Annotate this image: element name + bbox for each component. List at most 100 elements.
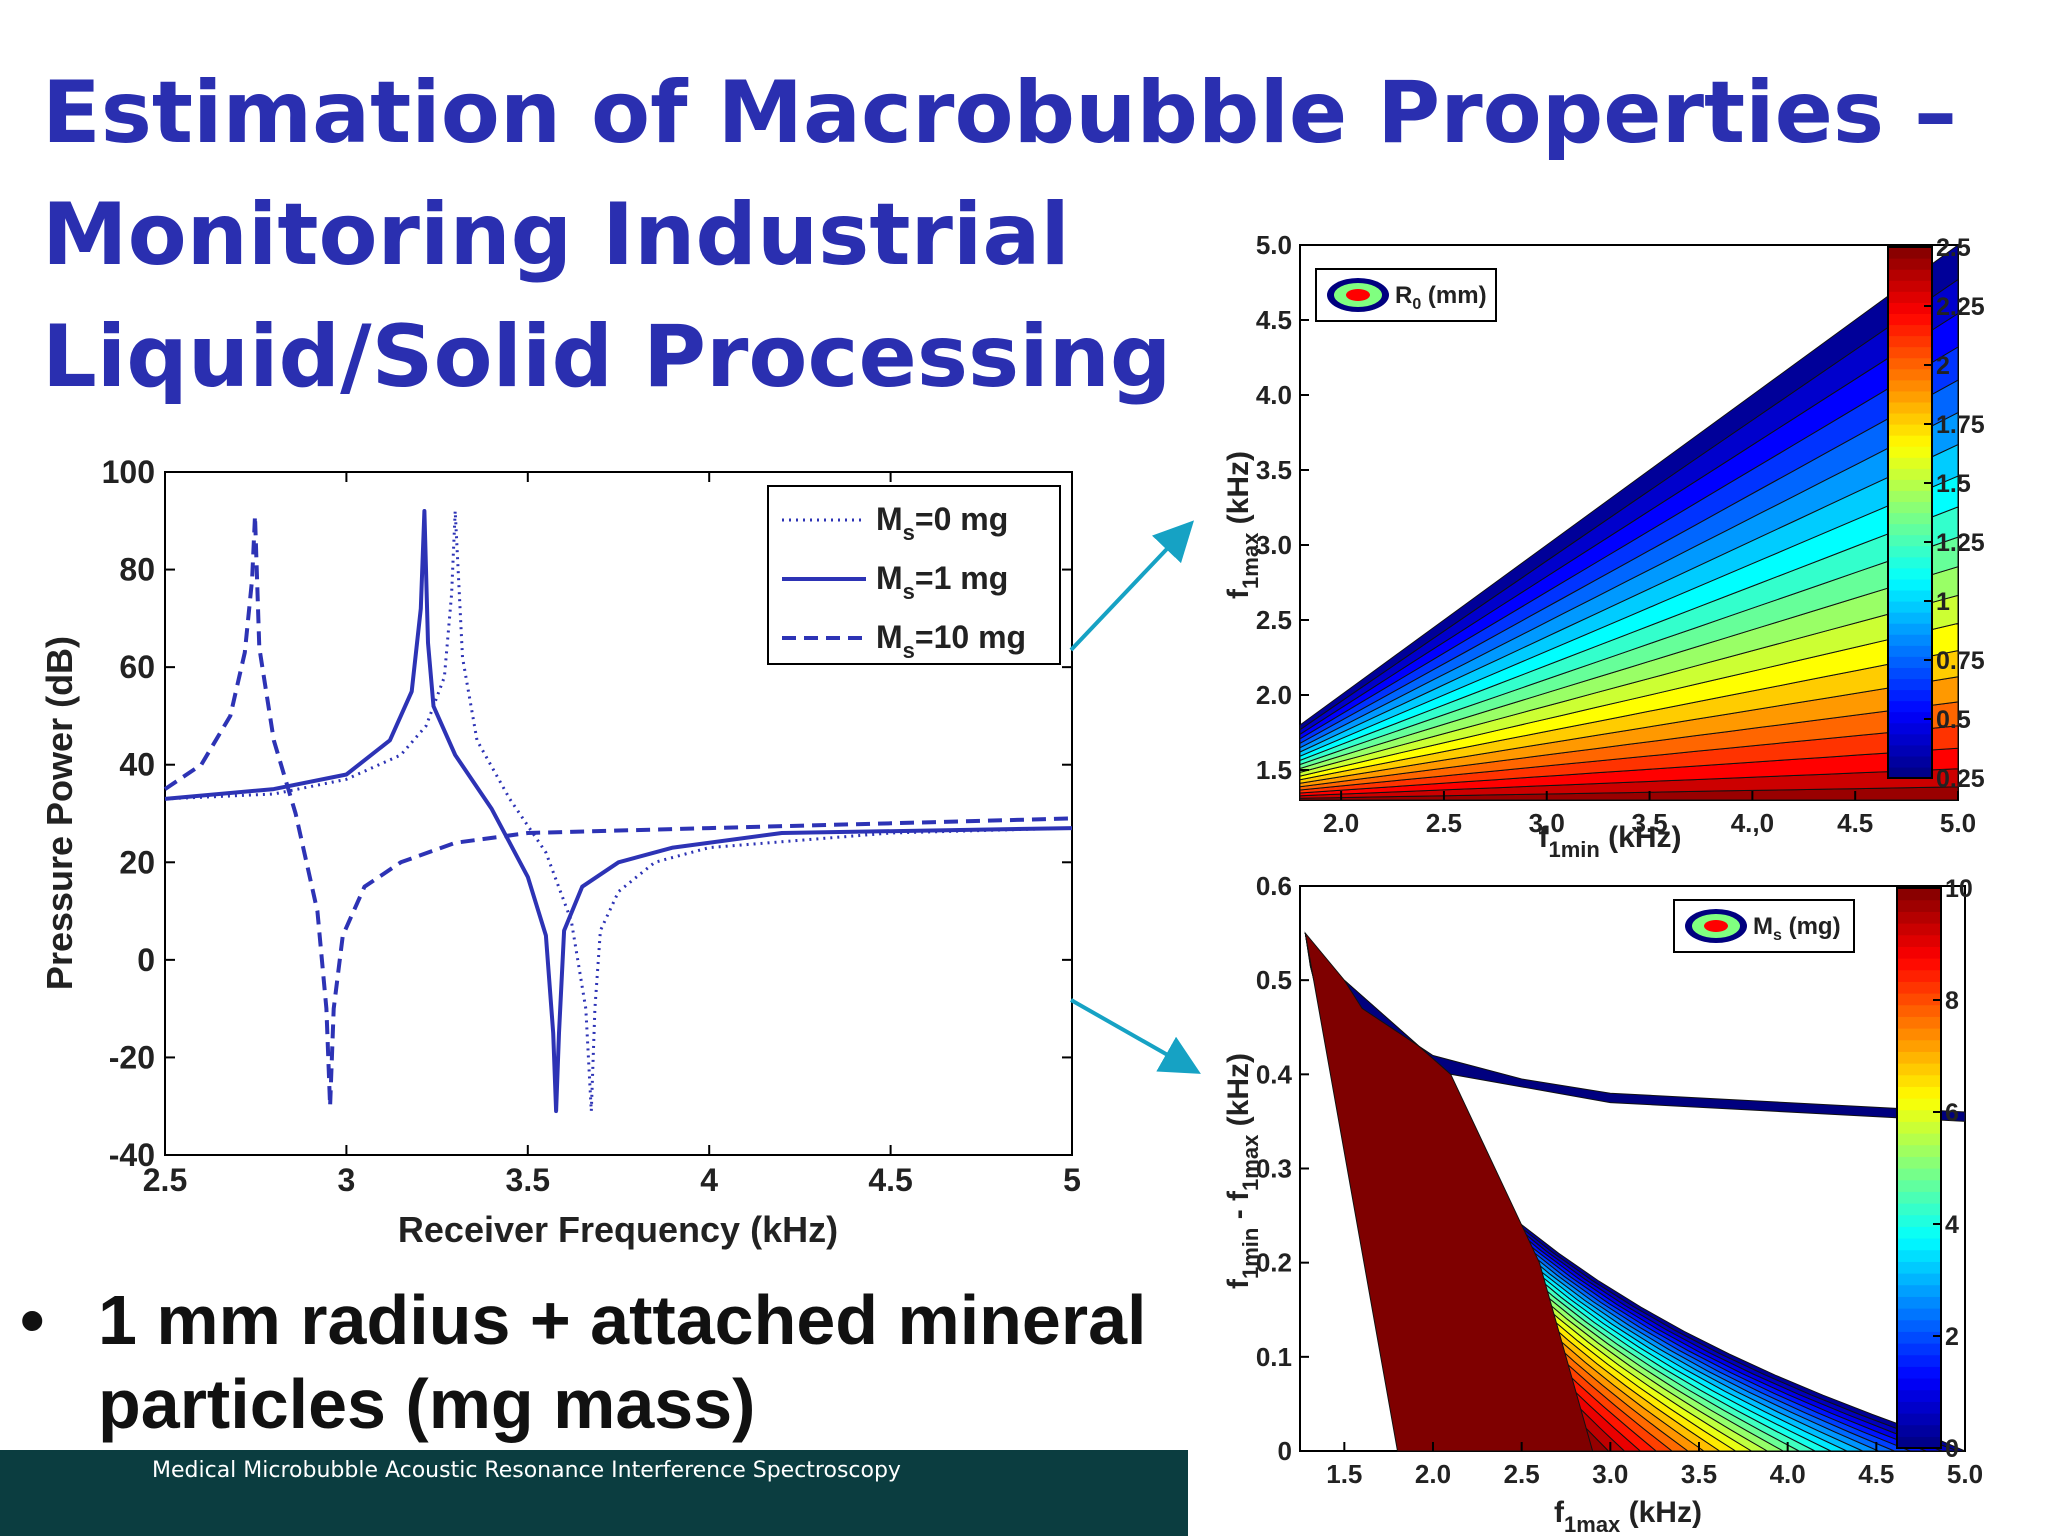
colorbar-tick-label: 6 — [1945, 1099, 1959, 1127]
colorbar-segment — [1897, 934, 1941, 947]
colorbar-segment — [1897, 1191, 1941, 1204]
colorbar-segment — [1888, 733, 1932, 746]
colorbar-segment — [1888, 689, 1932, 702]
colorbar-segment — [1897, 1413, 1941, 1426]
colorbar-segment — [1897, 1284, 1941, 1297]
colorbar-segment — [1897, 946, 1941, 959]
colorbar-segment — [1888, 302, 1932, 314]
colorbar-segment — [1897, 1424, 1941, 1437]
colorbar-segment — [1897, 911, 1941, 924]
colorbar-segment — [1888, 368, 1932, 381]
x-tick-label: 4.5 — [1837, 808, 1873, 838]
colorbar-segment — [1897, 1203, 1941, 1216]
series-line-0 — [164, 509, 1073, 1113]
colorbar-segment — [1897, 1039, 1941, 1052]
x-axis-label: f1min (kHz) — [1538, 821, 1681, 862]
colorbar-segment — [1897, 1109, 1941, 1122]
colorbar-segment — [1888, 545, 1932, 558]
x-tick-label: 2.5 — [143, 1162, 187, 1198]
x-tick-label: 4.5 — [1858, 1459, 1894, 1489]
x-tick-label: 5.0 — [1947, 1459, 1983, 1489]
y-tick-label: 2.0 — [1256, 680, 1292, 710]
colorbar-segment — [1897, 1063, 1941, 1076]
y-tick-label: 4.0 — [1256, 380, 1292, 410]
bullet-symbol: • — [20, 1281, 45, 1359]
colorbar-segment — [1897, 1074, 1941, 1087]
x-tick-label: 4.5 — [868, 1162, 912, 1198]
colorbar-segment — [1897, 1354, 1941, 1367]
x-tick-label: 3.5 — [1681, 1459, 1717, 1489]
colorbar-segment — [1888, 258, 1932, 270]
contour-fill — [1304, 931, 1966, 1452]
colorbar-segment — [1897, 1296, 1941, 1309]
colorbar-segment — [1897, 1168, 1941, 1181]
y-tick-label: 20 — [119, 844, 155, 880]
attached-mass-contour-chart: 1.5 2.0 2.5 3.0 3.5 4.0 4.5 5.000.10.20.30.40.5… — [1222, 876, 1983, 1536]
colorbar-segment — [1888, 390, 1932, 403]
colorbar-tick-label: 1.25 — [1936, 529, 1985, 557]
contour-fill — [1299, 244, 1959, 801]
colorbar-segment — [1888, 589, 1932, 602]
colorbar-segment — [1888, 357, 1932, 370]
colorbar-segment — [1897, 1226, 1941, 1239]
colorbar-segment — [1888, 656, 1932, 668]
colorbar-tick-label: 2 — [1945, 1323, 1959, 1351]
colorbar-segment — [1888, 379, 1932, 392]
axis-ticks: 1.5 2.0 2.5 3.0 3.5 4.0 4.5 5.000.10.20.30.40.5… — [1256, 876, 1983, 1489]
colorbar-segment — [1897, 1436, 1941, 1449]
contour-legend: Ms (mg) — [1673, 899, 1855, 953]
colorbar-segment — [1897, 888, 1941, 901]
y-axis-label: f1min - f1max (kHz) — [1222, 1053, 1263, 1289]
colorbar-segment — [1888, 412, 1932, 425]
colorbar-segment — [1888, 280, 1932, 292]
colorbar-tick-label: 10 — [1945, 876, 1973, 903]
colorbar-segment — [1888, 490, 1932, 503]
colorbar-segment — [1897, 1051, 1941, 1064]
y-tick-label: 100 — [102, 454, 155, 490]
colorbar-segment — [1888, 479, 1932, 491]
colorbar-segment — [1897, 1308, 1941, 1321]
x-tick-label: 2.0 — [1323, 808, 1359, 838]
x-tick-label: 4.0 — [1770, 1459, 1806, 1489]
y-axis-label: f1max (kHz) — [1222, 451, 1263, 599]
footer-text: Medical Microbubble Acoustic Resonance I… — [152, 1458, 901, 1483]
y-tick-label: 0.2 — [1256, 1248, 1292, 1278]
colorbar-segment — [1897, 923, 1941, 936]
colorbar-segment — [1888, 291, 1932, 303]
y-tick-label: 0.4 — [1256, 1059, 1293, 1089]
x-tick-label: 3.5 — [1631, 808, 1667, 838]
colorbar-segment — [1897, 958, 1941, 971]
colorbar-segment — [1897, 1249, 1941, 1262]
bubble-radius-contour-chart: 2.0 2.5 3.0 3.5 4.,0 4.5 5.0 1.5 2.0 2.5 3.0 3.5 4.0… — [1222, 230, 1985, 862]
x-tick-label: 5 — [1063, 1162, 1081, 1198]
colorbar-segment — [1897, 1343, 1941, 1356]
colorbar-tick-label: 4 — [1945, 1211, 1959, 1239]
colorbar-segment — [1897, 1098, 1941, 1111]
colorbar-segment — [1897, 1238, 1941, 1251]
colorbar-tick-label: 0.5 — [1936, 706, 1971, 734]
colorbar-segment — [1888, 435, 1932, 447]
x-tick-label: 2.5 — [1504, 1459, 1540, 1489]
series-lines — [163, 509, 1073, 1114]
colorbar-segment — [1888, 612, 1932, 624]
colorbar-tick-label: 8 — [1945, 987, 1959, 1015]
series-line-1 — [164, 509, 1073, 1114]
colorbar-segment — [1888, 468, 1932, 480]
colorbar-segment — [1888, 623, 1932, 635]
chart-legend: Ms=0 mg Ms=1 mg Ms=10 mg — [767, 485, 1061, 665]
legend-label-r0: R0 (mm) — [1395, 282, 1487, 313]
colorbar-segment — [1888, 424, 1932, 436]
x-tick-label: 4.,0 — [1731, 808, 1774, 838]
colorbar-segment — [1888, 755, 1932, 768]
colorbar-segment — [1897, 981, 1941, 994]
colorbar-segment — [1888, 567, 1932, 580]
colorbar-segment — [1897, 1261, 1941, 1274]
axis-ticks: 2.0 2.5 3.0 3.5 4.,0 4.5 5.0 1.5 2.0 2.5 3.0 3.5 4.0… — [1256, 230, 1976, 838]
colorbar-tick-label: 1.75 — [1936, 411, 1985, 439]
colorbar-segment — [1897, 1004, 1941, 1017]
colorbar-segment — [1897, 1389, 1941, 1402]
x-tick-label: 2.5 — [1426, 808, 1462, 838]
colorbar-segment — [1888, 722, 1932, 735]
colorbar-segment — [1888, 534, 1932, 547]
colorbar: 0.25 0.5 0.75 1 1.25 1.5 1.75 2 2.25 2.5 — [1887, 234, 1985, 793]
